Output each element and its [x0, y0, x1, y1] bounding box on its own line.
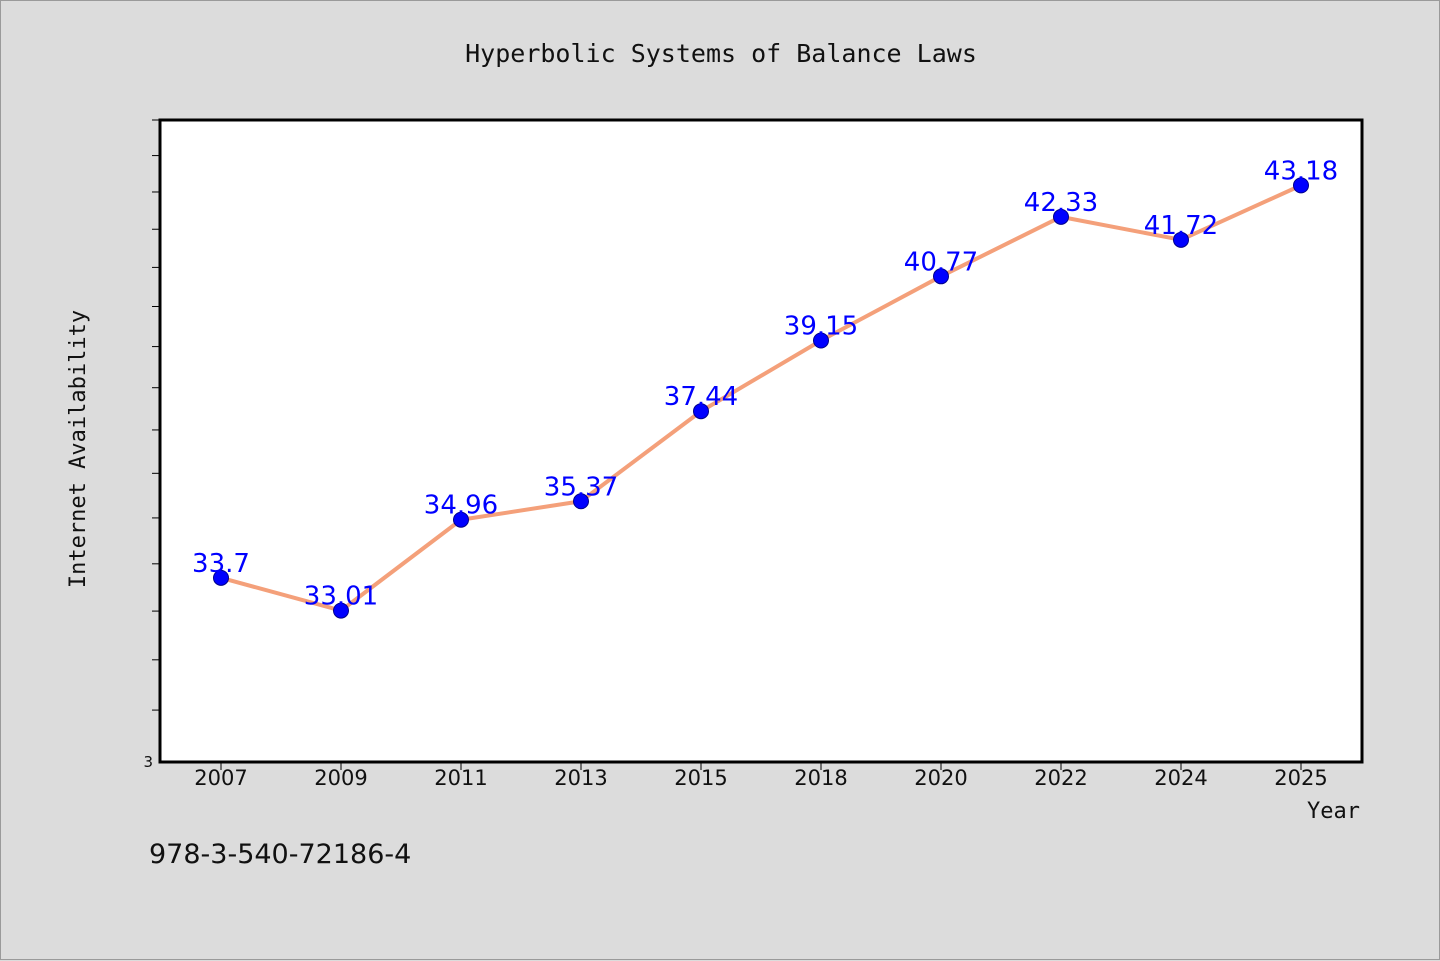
x-tick-label: 2011 — [434, 766, 487, 790]
data-point — [1053, 208, 1069, 225]
x-tick-label: 2025 — [1274, 766, 1327, 790]
x-tick-label: 2007 — [194, 766, 247, 790]
x-tick-label: 2020 — [914, 766, 967, 790]
data-point — [933, 268, 949, 285]
data-point — [1173, 231, 1189, 248]
data-point — [453, 511, 469, 528]
data-point — [213, 569, 229, 586]
data-label: 33.01 — [304, 582, 378, 612]
x-tick-label: 2015 — [674, 766, 727, 790]
data-label: 37.44 — [664, 382, 738, 412]
y-axis-ticks — [152, 119, 160, 711]
data-point — [333, 602, 349, 619]
data-point — [573, 493, 589, 510]
data-point — [693, 403, 709, 420]
data-label: 35.37 — [544, 472, 618, 502]
data-label: 43.18 — [1264, 156, 1338, 186]
data-point — [1293, 177, 1309, 194]
data-label: 42.33 — [1024, 188, 1098, 218]
footer-text: 978-3-540-72186-4 — [149, 839, 411, 870]
data-series: 33.7 33.01 34.96 35.37 37.44 39.15 40.77 42.33 4… — [192, 156, 1338, 619]
chart-title: Hyperbolic Systems of Balance Laws — [465, 39, 977, 68]
x-tick-label: 2018 — [794, 766, 847, 790]
data-label: 33.7 — [192, 549, 250, 579]
x-tick-label: 2024 — [1154, 766, 1207, 790]
series-line — [219, 183, 1303, 613]
data-label: 41.72 — [1144, 211, 1218, 241]
y-axis-label: Internet Availability — [66, 310, 91, 588]
x-tick-label: 2022 — [1034, 766, 1087, 790]
x-tick-label: 2013 — [554, 766, 607, 790]
x-axis-ticks: 2007 2009 2011 2013 2015 2018 2020 2022 2024 2025 — [194, 762, 1328, 790]
x-tick-label: 2009 — [314, 766, 367, 790]
data-point — [813, 332, 829, 349]
plot-area — [158, 118, 1364, 764]
y-tick-label: 3 — [143, 753, 153, 771]
x-axis-label: Year — [1307, 799, 1360, 824]
data-label: 39.15 — [784, 312, 858, 342]
data-label: 34.96 — [424, 491, 498, 521]
data-label: 40.77 — [904, 247, 978, 277]
